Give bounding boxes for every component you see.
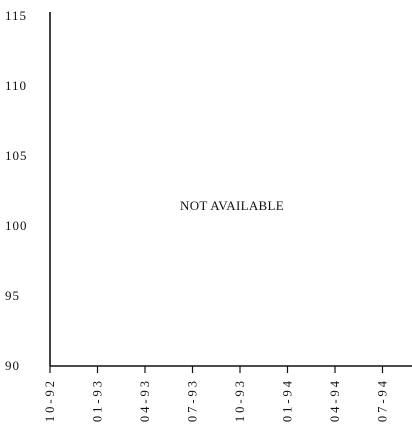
x-tick-label: 01-94 bbox=[281, 378, 295, 422]
x-axis-ticks: 10-92 01-93 04-93 07-93 10-93 01-94 04-94 07-94 bbox=[43, 366, 390, 422]
y-tick-label: 110 bbox=[5, 78, 27, 93]
x-tick-label: 01-93 bbox=[91, 378, 105, 422]
not-available-annotation: NOT AVAILABLE bbox=[180, 198, 284, 213]
x-tick-label: 10-92 bbox=[43, 378, 57, 422]
y-tick-label: 105 bbox=[5, 148, 28, 163]
x-tick-label: 10-93 bbox=[233, 378, 247, 422]
x-tick-label: 04-94 bbox=[328, 378, 342, 422]
y-tick-label: 115 bbox=[5, 8, 27, 23]
x-tick-label: 04-93 bbox=[138, 378, 152, 422]
y-tick-label: 90 bbox=[5, 358, 20, 373]
x-tick-label: 07-94 bbox=[376, 378, 390, 422]
y-axis-ticks: 115 110 105 100 95 90 bbox=[5, 8, 28, 373]
y-tick-label: 95 bbox=[5, 288, 20, 303]
x-tick-label: 07-93 bbox=[186, 378, 200, 422]
y-tick-label: 100 bbox=[5, 218, 28, 233]
